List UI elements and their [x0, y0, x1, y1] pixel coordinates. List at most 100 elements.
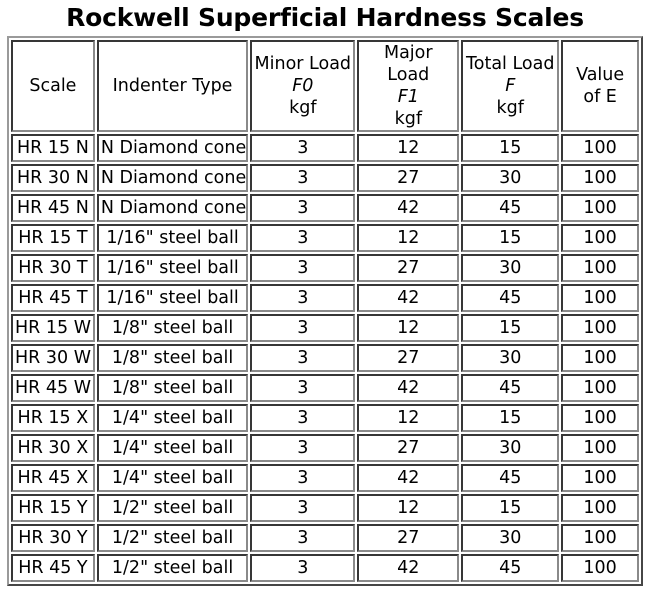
cell-value-of-e: 100 — [561, 524, 639, 552]
page-title: Rockwell Superficial Hardness Scales — [66, 3, 584, 32]
cell-scale: HR 15 N — [11, 134, 95, 162]
cell-minor-load: 3 — [250, 494, 356, 522]
header-major-load-label: Major Load — [383, 43, 433, 85]
cell-value-of-e: 100 — [561, 374, 639, 402]
table-row: HR 30 X 1/4" steel ball 3 27 30 100 — [11, 434, 639, 462]
table-row: HR 30 T 1/16" steel ball 3 27 30 100 — [11, 254, 639, 282]
cell-minor-load: 3 — [250, 374, 356, 402]
cell-indenter-type: 1/2" steel ball — [96, 494, 249, 522]
cell-minor-load: 3 — [250, 464, 356, 492]
cell-total-load: 30 — [461, 344, 560, 372]
cell-major-load: 27 — [357, 254, 460, 282]
cell-scale: HR 15 Y — [11, 494, 95, 522]
cell-indenter-type: 1/16" steel ball — [96, 224, 249, 252]
cell-scale: HR 45 X — [11, 464, 95, 492]
cell-minor-load: 3 — [250, 404, 356, 432]
cell-indenter-type: 1/4" steel ball — [96, 404, 249, 432]
cell-indenter-type: 1/4" steel ball — [96, 464, 249, 492]
cell-major-load: 27 — [357, 164, 460, 192]
cell-total-load: 15 — [461, 404, 560, 432]
header-total-load-unit: kgf — [496, 98, 524, 118]
header-major-load: Major Load F1 kgf — [357, 40, 460, 132]
header-value-of-e: Value of E — [561, 40, 639, 132]
cell-major-load: 42 — [357, 284, 460, 312]
cell-scale: HR 30 N — [11, 164, 95, 192]
cell-indenter-type: N Diamond cone — [96, 194, 249, 222]
cell-total-load: 15 — [461, 224, 560, 252]
cell-scale: HR 45 T — [11, 284, 95, 312]
cell-minor-load: 3 — [250, 194, 356, 222]
cell-indenter-type: N Diamond cone — [96, 134, 249, 162]
table-row: HR 15 T 1/16" steel ball 3 12 15 100 — [11, 224, 639, 252]
table-row: HR 15 W 1/8" steel ball 3 12 15 100 — [11, 314, 639, 342]
cell-total-load: 15 — [461, 134, 560, 162]
cell-scale: HR 30 T — [11, 254, 95, 282]
cell-scale: HR 45 W — [11, 374, 95, 402]
header-indenter-type: Indenter Type — [96, 40, 249, 132]
header-major-load-unit: kgf — [394, 109, 422, 129]
header-row: Scale Indenter Type Minor Load F0 kgf Ma… — [11, 40, 639, 132]
cell-minor-load: 3 — [250, 554, 356, 582]
cell-value-of-e: 100 — [561, 464, 639, 492]
cell-scale: HR 30 Y — [11, 524, 95, 552]
cell-indenter-type: 1/8" steel ball — [96, 374, 249, 402]
cell-total-load: 30 — [461, 524, 560, 552]
cell-value-of-e: 100 — [561, 164, 639, 192]
cell-total-load: 30 — [461, 164, 560, 192]
cell-value-of-e: 100 — [561, 224, 639, 252]
cell-value-of-e: 100 — [561, 314, 639, 342]
cell-value-of-e: 100 — [561, 344, 639, 372]
cell-minor-load: 3 — [250, 224, 356, 252]
cell-minor-load: 3 — [250, 254, 356, 282]
cell-total-load: 45 — [461, 554, 560, 582]
header-scale: Scale — [11, 40, 95, 132]
cell-major-load: 12 — [357, 404, 460, 432]
table-row: HR 45 X 1/4" steel ball 3 42 45 100 — [11, 464, 639, 492]
cell-minor-load: 3 — [250, 134, 356, 162]
header-minor-load-symbol: F0 — [292, 76, 314, 96]
cell-minor-load: 3 — [250, 434, 356, 462]
cell-indenter-type: 1/8" steel ball — [96, 344, 249, 372]
cell-scale: HR 45 Y — [11, 554, 95, 582]
cell-scale: HR 15 W — [11, 314, 95, 342]
cell-indenter-type: 1/2" steel ball — [96, 554, 249, 582]
cell-value-of-e: 100 — [561, 404, 639, 432]
cell-scale: HR 15 T — [11, 224, 95, 252]
cell-value-of-e: 100 — [561, 284, 639, 312]
table-row: HR 30 Y 1/2" steel ball 3 27 30 100 — [11, 524, 639, 552]
cell-total-load: 45 — [461, 374, 560, 402]
cell-major-load: 27 — [357, 344, 460, 372]
cell-indenter-type: 1/16" steel ball — [96, 284, 249, 312]
header-minor-load-unit: kgf — [289, 98, 317, 118]
cell-major-load: 42 — [357, 464, 460, 492]
table-row: HR 15 Y 1/2" steel ball 3 12 15 100 — [11, 494, 639, 522]
cell-minor-load: 3 — [250, 164, 356, 192]
cell-indenter-type: 1/4" steel ball — [96, 434, 249, 462]
cell-indenter-type: 1/8" steel ball — [96, 314, 249, 342]
table-row: HR 45 T 1/16" steel ball 3 42 45 100 — [11, 284, 639, 312]
cell-total-load: 45 — [461, 194, 560, 222]
hardness-scales-table: Scale Indenter Type Minor Load F0 kgf Ma… — [7, 36, 643, 586]
table-row: HR 45 W 1/8" steel ball 3 42 45 100 — [11, 374, 639, 402]
table-row: HR 45 Y 1/2" steel ball 3 42 45 100 — [11, 554, 639, 582]
cell-major-load: 12 — [357, 224, 460, 252]
cell-scale: HR 30 X — [11, 434, 95, 462]
cell-major-load: 12 — [357, 494, 460, 522]
table-row: HR 30 W 1/8" steel ball 3 27 30 100 — [11, 344, 639, 372]
cell-major-load: 12 — [357, 314, 460, 342]
header-total-load: Total Load F kgf — [461, 40, 560, 132]
cell-scale: HR 15 X — [11, 404, 95, 432]
cell-major-load: 27 — [357, 524, 460, 552]
cell-scale: HR 45 N — [11, 194, 95, 222]
cell-major-load: 42 — [357, 554, 460, 582]
header-minor-load: Minor Load F0 kgf — [250, 40, 356, 132]
cell-total-load: 45 — [461, 284, 560, 312]
header-value-of-e-label: Value of E — [576, 65, 625, 107]
header-scale-label: Scale — [29, 76, 77, 96]
cell-value-of-e: 100 — [561, 254, 639, 282]
header-minor-load-label: Minor Load — [254, 54, 352, 74]
cell-value-of-e: 100 — [561, 494, 639, 522]
